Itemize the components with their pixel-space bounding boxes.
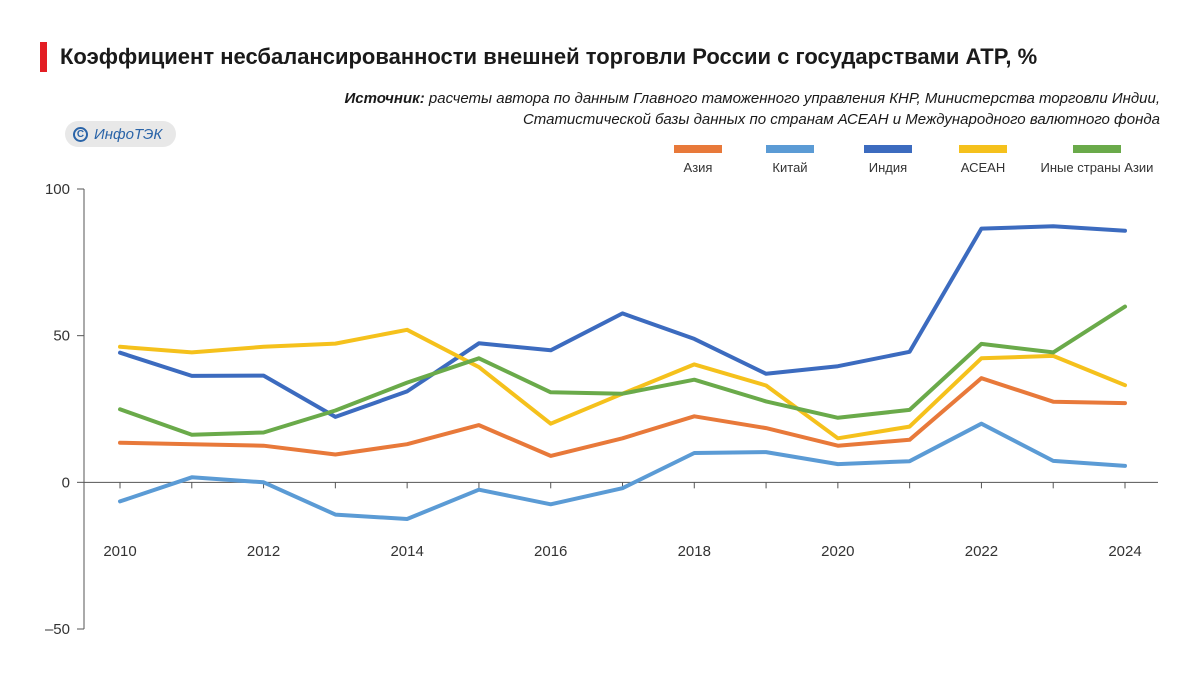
chart-title: Коэффициент несбалансированности внешней…: [60, 44, 1038, 69]
copyright-icon: C: [73, 126, 88, 142]
x-tick-label: 2020: [821, 543, 854, 560]
x-tick-label: 2012: [247, 543, 280, 560]
legend-label-3: АСЕАН: [961, 160, 1006, 175]
x-tick-label: 2024: [1108, 543, 1141, 560]
y-tick-label: 100: [45, 181, 70, 198]
series-line-4: [118, 304, 1127, 437]
legend-swatch-0: [674, 145, 722, 153]
title-accent-bar: [40, 42, 47, 72]
x-tick-label: 2010: [103, 543, 136, 560]
source-label: Источник:: [344, 90, 425, 107]
legend-swatch-2: [864, 145, 912, 153]
legend-swatch-1: [766, 145, 814, 153]
source-text: расчеты автора по данным Главного таможе…: [424, 90, 1160, 128]
y-tick-label: –50: [45, 621, 70, 638]
legend-label-4: Иные страны Азии: [1041, 160, 1154, 175]
legend-label-2: Индия: [869, 160, 907, 175]
x-tick-label: 2014: [390, 543, 423, 560]
y-tick-label: 50: [53, 328, 70, 345]
series-line-0: [118, 376, 1127, 458]
x-tick-label: 2022: [965, 543, 998, 560]
x-tick-label: 2016: [534, 543, 567, 560]
series-line-2: [118, 224, 1127, 419]
legend-swatch-4: [1073, 145, 1121, 153]
x-tick-label: 2018: [678, 543, 711, 560]
series-line-1: [118, 421, 1127, 521]
y-tick-label: 0: [62, 474, 70, 491]
legend-label-1: Китай: [772, 160, 807, 175]
legend-label-0: Азия: [684, 160, 713, 175]
source-note: Источник: расчеты автора по данным Главн…: [300, 88, 1160, 130]
infotek-badge: C ИнфоТЭК: [65, 121, 177, 147]
badge-text: ИнфоТЭК: [94, 125, 163, 143]
legend-swatch-3: [959, 145, 1007, 153]
